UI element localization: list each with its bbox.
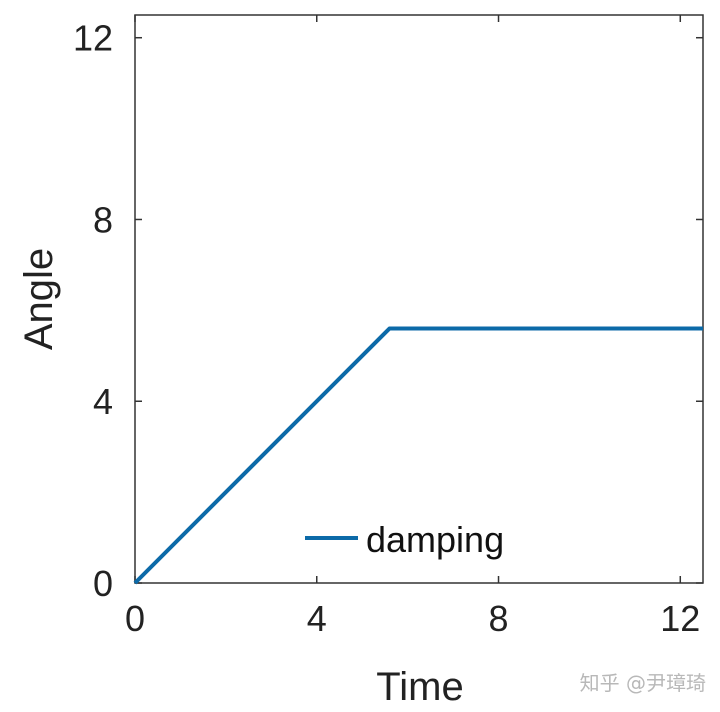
y-tick-label-1: 4 <box>93 381 113 422</box>
x-axis-label: Time <box>376 665 463 709</box>
y-axis-ticks: 0 4 8 12 <box>73 18 703 604</box>
watermark: 知乎 @尹璋琦 <box>580 671 706 695</box>
legend: damping <box>305 519 504 560</box>
x-tick-label-0: 0 <box>125 598 145 639</box>
x-tick-label-1: 4 <box>307 598 327 639</box>
x-tick-label-2: 8 <box>489 598 509 639</box>
y-axis-label: Angle <box>17 248 61 350</box>
x-tick-label-3: 12 <box>660 598 700 639</box>
series-line-0 <box>133 326 703 585</box>
y-tick-label-3: 12 <box>73 18 113 59</box>
x-axis-ticks: 0 4 8 12 <box>125 15 700 639</box>
series-layer <box>133 326 703 585</box>
legend-label: damping <box>366 519 504 560</box>
y-tick-label-0: 0 <box>93 563 113 604</box>
y-tick-label-2: 8 <box>93 199 113 240</box>
